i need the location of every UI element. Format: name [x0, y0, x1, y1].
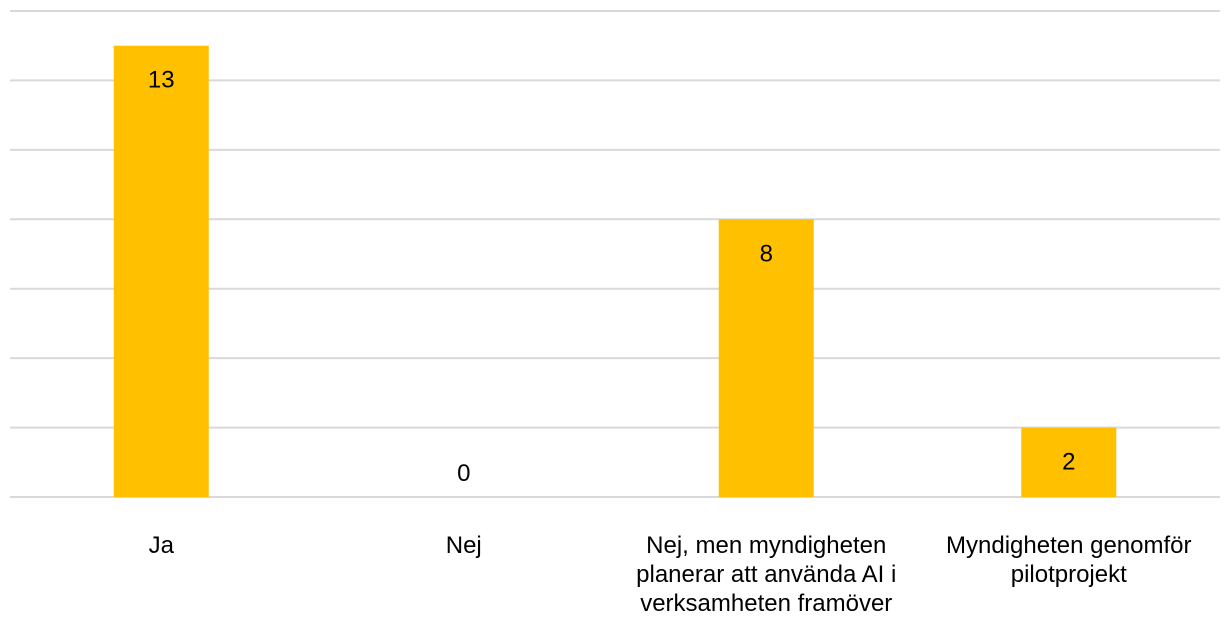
- bars: [113, 45, 1117, 498]
- category-labels: Ja Nej Nej, men myndigheten planerar att an…: [149, 532, 1192, 617]
- bar-value-label: 2: [1062, 449, 1075, 476]
- category-label: Nej, men myndigheten planerar att använda…: [636, 532, 896, 617]
- category-label-line: verksamheten framöver: [640, 590, 892, 617]
- category-label-line: planerar att använda AI i: [636, 561, 896, 588]
- bar-value-label: 0: [457, 460, 470, 487]
- bar: [113, 45, 209, 497]
- bar: [1021, 427, 1117, 497]
- data-labels: 13 0 8 2: [148, 67, 1076, 487]
- category-label-line: Myndigheten genomför: [946, 532, 1191, 559]
- bar-value-label: 13: [148, 67, 175, 94]
- category-label-line: pilotprojekt: [1011, 561, 1127, 588]
- gridlines: [10, 10, 1220, 498]
- category-label: Nej: [446, 532, 482, 559]
- category-label-line: Nej: [446, 532, 482, 559]
- category-label: Myndigheten genomför pilotprojekt: [946, 532, 1191, 588]
- category-label-line: Ja: [149, 532, 175, 559]
- category-label: Ja: [149, 532, 175, 559]
- bar: [718, 219, 814, 498]
- category-label-line: Nej, men myndigheten: [646, 532, 886, 559]
- bar-value-label: 8: [760, 240, 773, 267]
